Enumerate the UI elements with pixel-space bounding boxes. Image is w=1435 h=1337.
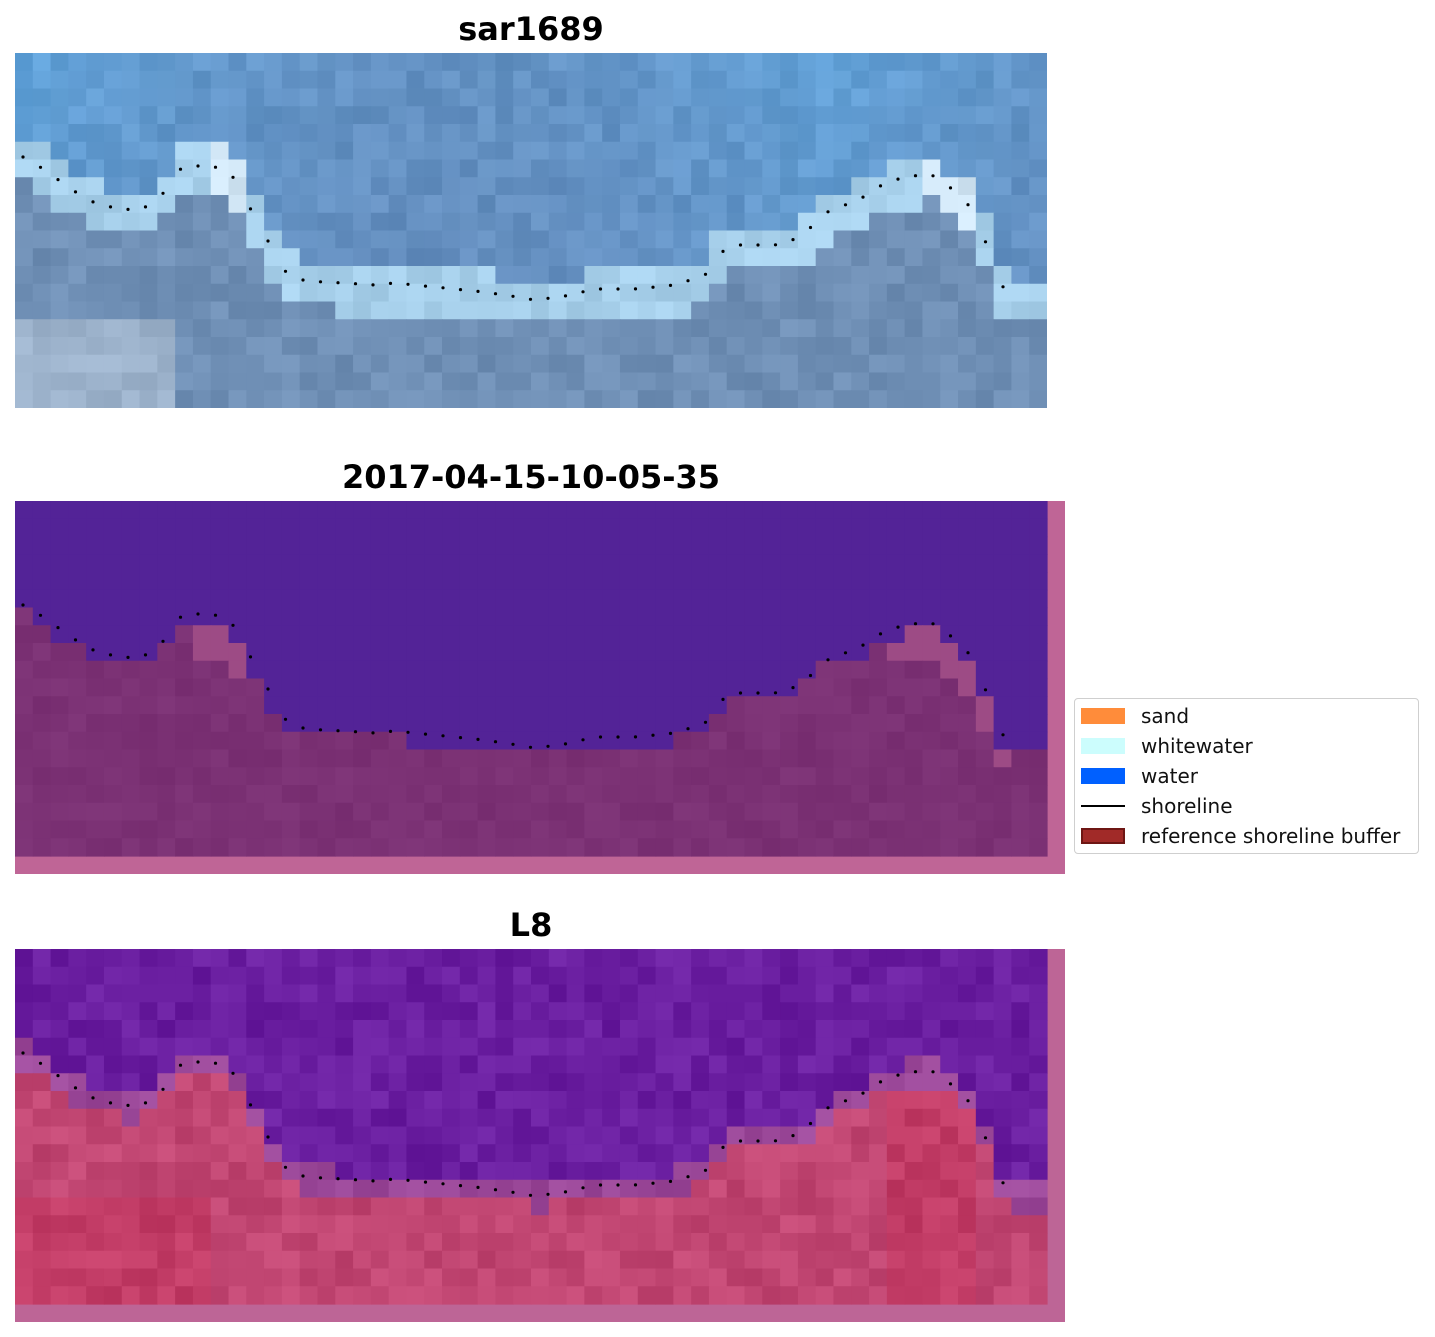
panel-title-index: L8 bbox=[509, 906, 553, 944]
legend-line-shoreline bbox=[1081, 805, 1125, 807]
classified-image bbox=[15, 501, 1065, 874]
legend-label-whitewater: whitewater bbox=[1141, 734, 1253, 758]
legend: sand whitewater water shoreline referenc… bbox=[1074, 698, 1419, 854]
legend-swatch-whitewater bbox=[1081, 738, 1125, 754]
shoreline-dots bbox=[21, 603, 1005, 749]
legend-label-sand: sand bbox=[1141, 704, 1190, 728]
legend-item-water: water bbox=[1081, 764, 1198, 788]
legend-label-water: water bbox=[1141, 764, 1198, 788]
legend-item-shoreline: shoreline bbox=[1081, 794, 1233, 818]
legend-label-shoreline: shoreline bbox=[1141, 794, 1233, 818]
legend-label-reference-buffer: reference shoreline buffer bbox=[1141, 824, 1401, 848]
legend-item-sand: sand bbox=[1081, 704, 1190, 728]
index-image bbox=[15, 949, 1065, 1322]
shoreline-dots bbox=[21, 1051, 1005, 1197]
panel-title-classified: 2017-04-15-10-05-35 bbox=[341, 458, 721, 496]
legend-swatch-reference-buffer bbox=[1081, 828, 1125, 844]
legend-item-whitewater: whitewater bbox=[1081, 734, 1253, 758]
shoreline-dots bbox=[21, 155, 1005, 301]
legend-swatch-water bbox=[1081, 768, 1125, 784]
legend-item-reference-buffer: reference shoreline buffer bbox=[1081, 824, 1401, 848]
legend-swatch-sand bbox=[1081, 708, 1125, 724]
panel-title-rgb: sar1689 bbox=[458, 10, 604, 48]
rgb-image bbox=[15, 53, 1047, 408]
